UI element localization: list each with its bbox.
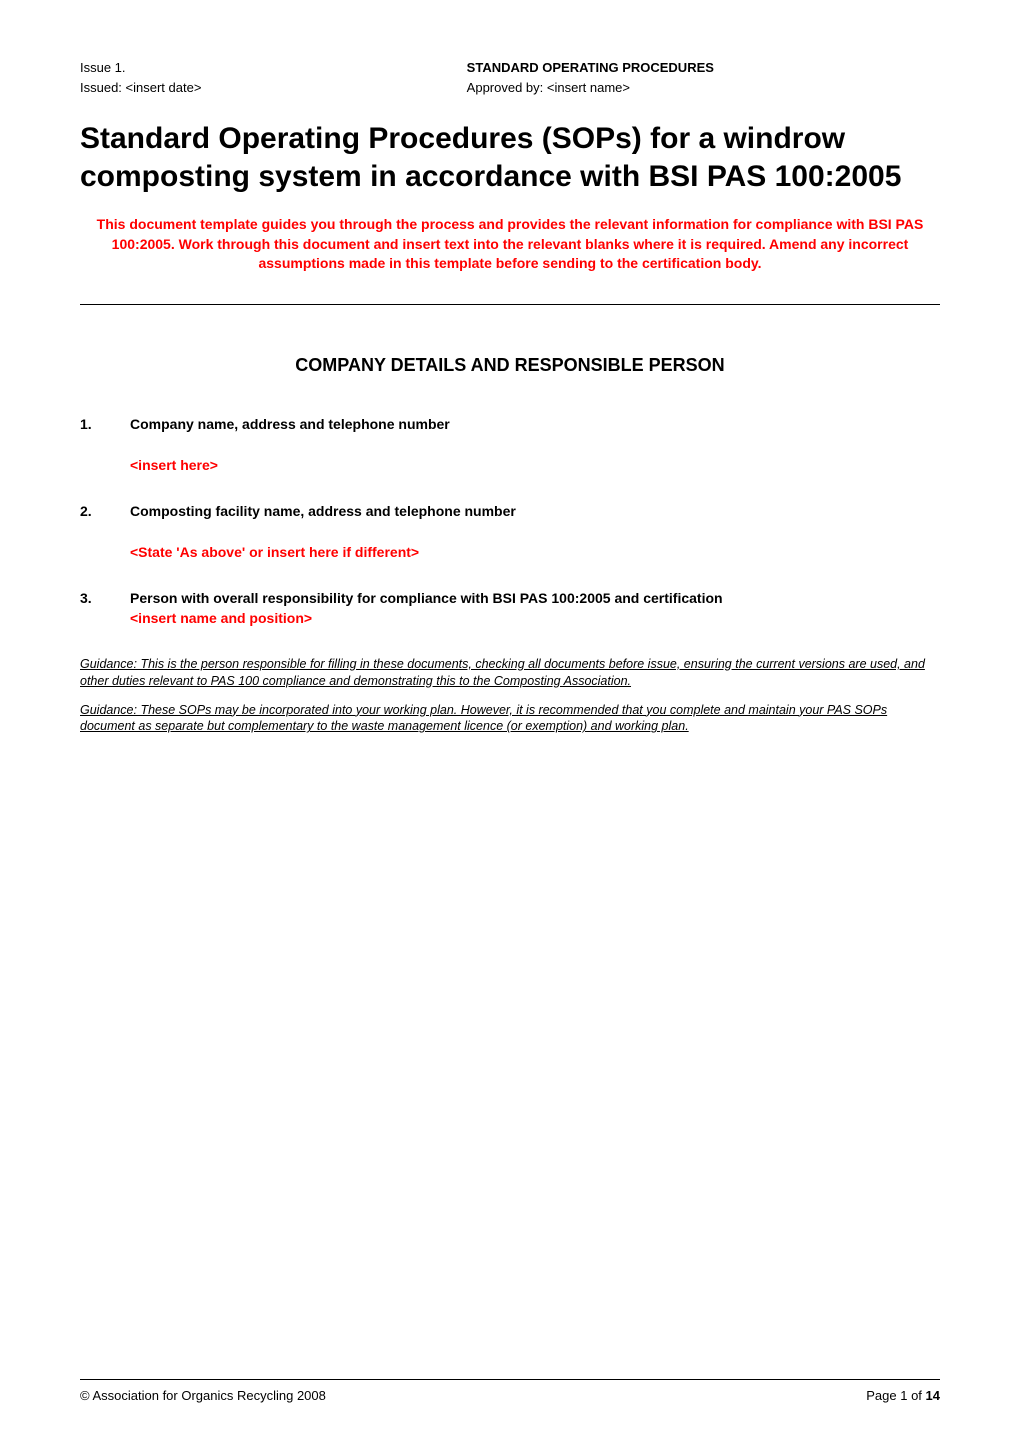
item-3-body: Person with overall responsibility for c… — [130, 590, 940, 626]
footer-page: Page 1 of 14 — [866, 1388, 940, 1403]
header-row-2: Issued: <insert date> Approved by: <inse… — [80, 80, 940, 95]
main-title: Standard Operating Procedures (SOPs) for… — [80, 120, 940, 195]
item-1-number: 1. — [80, 416, 130, 473]
header-title: STANDARD OPERATING PROCEDURES — [317, 60, 940, 75]
guidance-2: Guidance: These SOPs may be incorporated… — [80, 702, 940, 736]
intro-text: This document template guides you throug… — [80, 215, 940, 274]
footer-page-total: 14 — [926, 1388, 940, 1403]
footer-page-prefix: Page 1 of — [866, 1388, 925, 1403]
item-2-placeholder: <State 'As above' or insert here if diff… — [130, 544, 940, 560]
item-1-heading: Company name, address and telephone numb… — [130, 416, 940, 432]
divider — [80, 304, 940, 305]
item-2-body: Composting facility name, address and te… — [130, 503, 940, 560]
item-1: 1. Company name, address and telephone n… — [80, 416, 940, 473]
item-1-body: Company name, address and telephone numb… — [130, 416, 940, 473]
item-2: 2. Composting facility name, address and… — [80, 503, 940, 560]
header-approved: Approved by: <insert name> — [317, 80, 940, 95]
header-issue: Issue 1. — [80, 60, 317, 75]
item-2-heading: Composting facility name, address and te… — [130, 503, 940, 519]
footer-divider — [80, 1379, 940, 1380]
footer: © Association for Organics Recycling 200… — [80, 1379, 940, 1403]
item-3-heading: Person with overall responsibility for c… — [130, 590, 940, 606]
footer-row: © Association for Organics Recycling 200… — [80, 1388, 940, 1403]
footer-copyright: © Association for Organics Recycling 200… — [80, 1388, 326, 1403]
guidance-1: Guidance: This is the person responsible… — [80, 656, 940, 690]
section-title: COMPANY DETAILS AND RESPONSIBLE PERSON — [80, 355, 940, 376]
item-3: 3. Person with overall responsibility fo… — [80, 590, 940, 626]
item-3-placeholder: <insert name and position> — [130, 610, 940, 626]
item-3-number: 3. — [80, 590, 130, 626]
header-row-1: Issue 1. STANDARD OPERATING PROCEDURES — [80, 60, 940, 75]
header-issued-date: Issued: <insert date> — [80, 80, 317, 95]
item-1-placeholder: <insert here> — [130, 457, 940, 473]
item-2-number: 2. — [80, 503, 130, 560]
